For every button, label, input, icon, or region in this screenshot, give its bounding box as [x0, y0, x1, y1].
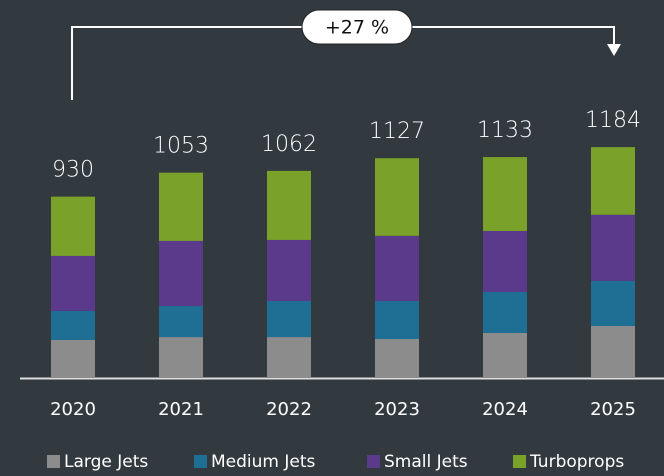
x-tick-label: 2020	[50, 399, 96, 420]
x-tick-label: 2025	[590, 399, 636, 420]
bar-segment	[591, 325, 635, 378]
total-label: 930	[52, 158, 94, 183]
legend-swatch	[367, 455, 380, 468]
legend-swatch	[513, 455, 526, 468]
bar-segment	[375, 300, 419, 339]
legend-swatch	[194, 455, 207, 468]
bar-segment	[267, 239, 311, 301]
bar-segment	[483, 332, 527, 378]
legend-label: Large Jets	[64, 452, 148, 472]
bar-segment	[267, 170, 311, 240]
annotation-box	[301, 9, 413, 45]
total-label: 1133	[477, 118, 533, 143]
x-tick-label: 2023	[374, 399, 420, 420]
total-label: 1127	[369, 119, 425, 144]
x-tick-label: 2021	[158, 399, 204, 420]
bar-segment	[591, 147, 635, 215]
bar-segment	[375, 235, 419, 301]
legend-label: Turboprops	[529, 452, 624, 472]
bar-segment	[483, 230, 527, 293]
bar-segment	[483, 157, 527, 231]
bar-segment	[591, 214, 635, 281]
bar-segment	[159, 172, 203, 241]
bar-segment	[375, 158, 419, 236]
bar-segment	[267, 300, 311, 338]
legend-label: Small Jets	[384, 452, 468, 472]
bar-segment	[267, 337, 311, 378]
total-label: 1062	[261, 132, 317, 157]
bar-segment	[51, 310, 95, 340]
total-label: 1184	[585, 108, 641, 133]
arrow-head	[607, 44, 621, 56]
x-tick-label: 2022	[266, 399, 312, 420]
legend-swatch	[47, 455, 60, 468]
legend-label: Medium Jets	[211, 452, 316, 472]
annotation: +27 %	[325, 17, 389, 39]
growth-bracket	[71, 26, 615, 100]
total-label: 1053	[153, 134, 209, 159]
bar-segment	[375, 339, 419, 378]
bar-segment	[51, 196, 95, 256]
bar-segment	[483, 292, 527, 333]
bar-segment	[159, 337, 203, 378]
bar-segment	[159, 306, 203, 338]
bar-segment	[51, 339, 95, 378]
bar-segment	[159, 240, 203, 307]
bar-segment	[51, 255, 95, 311]
bar-segment	[591, 280, 635, 326]
x-tick-label: 2024	[482, 399, 528, 420]
